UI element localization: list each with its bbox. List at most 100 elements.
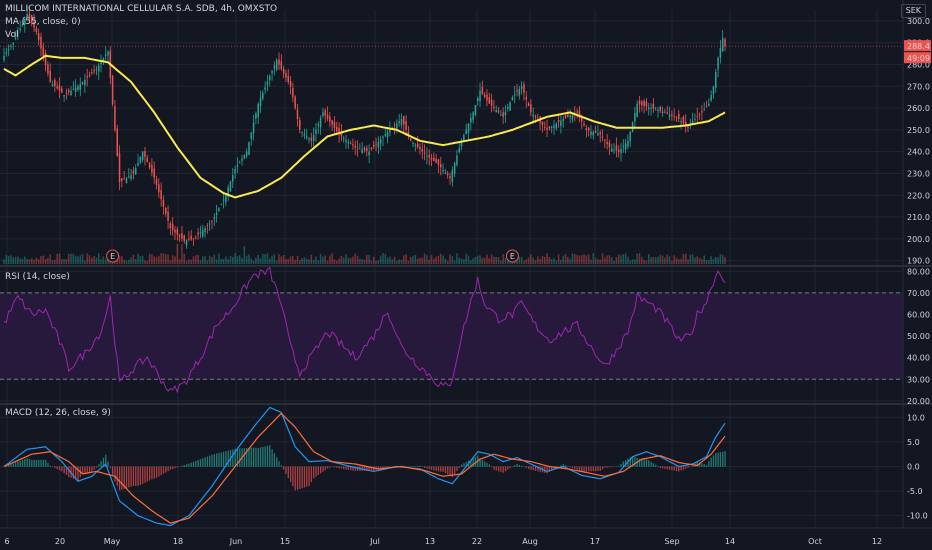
time-axis[interactable]: 6 20 May 18 Jun 15 Jul 13 22 Aug 17 Sep 14 Oct 12 [4,537,882,546]
volume-bar [137,253,139,264]
macd-hist-bar [65,466,68,476]
macd-hist-bar [195,460,197,467]
volume-bar [67,253,70,264]
macd-hist-bar [264,446,266,467]
x-tick-label: Sep [664,537,679,546]
y-tick-label: 80.00 [907,267,930,276]
volume-bar [585,255,588,264]
macd-hist-bar [645,458,648,467]
ma-legend[interactable]: MA (55, close, 0) [5,17,81,27]
macd-hist-bar [497,466,500,472]
candle-body [678,113,680,119]
volume-bar [296,255,299,264]
candle-body [472,112,474,121]
macd-hist-bar [488,464,490,467]
volume-bar [532,257,534,264]
macd-hist-bar [234,448,236,467]
volume-bar [104,259,107,264]
macd-hist-bar [578,466,581,471]
volume-bar [641,256,643,264]
volume-bar [5,254,8,264]
macd-hist-bar [650,461,652,467]
volume-bar [169,260,172,264]
volume-bar [310,254,313,264]
candle-body [608,142,611,148]
macd-hist-bar [40,459,42,467]
pane-separators[interactable] [0,0,932,529]
price-axis[interactable]: 190.0 200.0 210.0 220.0 230.0 240.0 250.0 260.0… [907,17,930,521]
macd-hist-bar [655,464,657,467]
macd-hist-bar [532,466,534,471]
volume-bar [604,257,606,264]
candle-body [134,168,137,175]
macd-line [3,406,726,527]
volume-bar [17,256,19,264]
volume-bar [282,254,285,264]
candle-body [324,110,326,116]
volume-bar [456,253,458,264]
volume-bar [557,254,560,264]
volume-bar [37,259,40,264]
volume-bar [301,257,303,264]
symbol-title[interactable]: MILLICOM INTERNATIONAL CELLULAR S.A. SDB… [5,4,278,14]
candle-body [664,111,666,113]
candle-body [705,106,708,108]
volume-bar [225,256,227,264]
rsi-legend[interactable]: RSI (14, close) [5,272,70,282]
candle-body [372,144,375,147]
volume-bar [370,260,373,264]
candle-body [673,116,675,118]
candle-body [190,236,192,240]
candle-body [659,106,662,111]
volume-bar [717,257,719,264]
x-tick-label: Aug [522,537,538,546]
candle-body [7,49,10,51]
volume-bar [211,256,213,264]
macd-hist-bar [239,448,241,467]
volume-bar [587,254,590,264]
x-tick-label: 12 [872,537,882,546]
macd-legend[interactable]: MACD (12, 26, close, 9) [5,408,111,418]
macd-hist-bar [250,447,252,467]
candle-body [476,97,479,102]
currency-badge[interactable]: SEK [900,4,926,18]
macd-hist-bar [183,465,185,467]
volume-bar [495,256,497,264]
candle-body [359,148,361,150]
volume-bar [548,256,551,264]
candle-body [10,45,12,47]
volume-bar [613,260,615,264]
candle-body [340,132,343,137]
volume-bar [21,258,24,264]
candle-body [338,127,340,135]
candle-body [114,106,116,130]
candle-body [181,233,183,239]
macd-hist-bar [322,466,324,472]
macd-hist-bar [717,452,719,467]
candle-body [599,132,601,135]
volume-bar [227,259,229,264]
volume-bar [331,253,333,264]
macd-hist-bar [539,466,541,472]
macd-hist-bar [338,466,340,469]
macd-hist-bar [634,457,636,467]
macd-hist-bar [597,466,599,472]
volume-bar [329,255,331,264]
volume-bar [594,257,597,264]
candle-body [278,59,280,65]
vol-legend[interactable]: Vol [5,30,19,40]
volume-bar [476,255,479,264]
macd-hist-bar [548,466,551,472]
candle-body [294,96,296,109]
candle-body [495,110,497,113]
volume-bar [523,260,525,264]
volume-bar [569,258,571,264]
earnings-circle [505,249,519,263]
macd-hist-bar [618,466,620,467]
candle-body [497,110,500,113]
macd-hist-bar [227,450,229,467]
macd-hist-bar [63,466,65,474]
volume-bar [347,257,350,264]
candle-body [682,116,685,124]
